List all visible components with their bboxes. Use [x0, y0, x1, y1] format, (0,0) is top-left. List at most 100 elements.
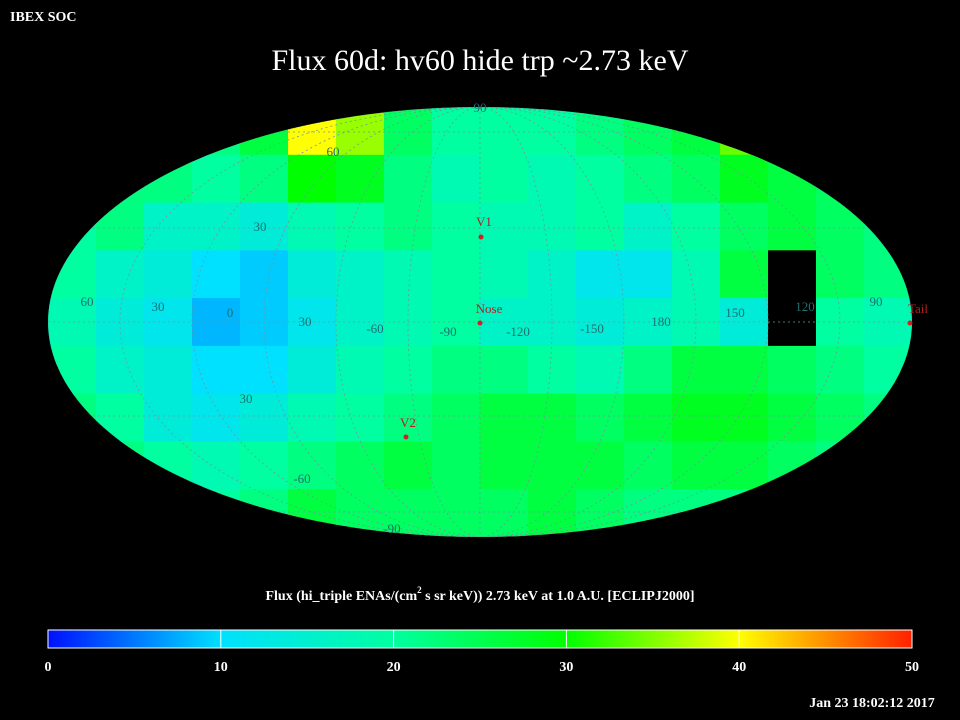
flux-cell [720, 489, 769, 537]
flux-cell [480, 107, 529, 156]
flux-cell [336, 202, 385, 251]
flux-cell [864, 441, 912, 490]
flux-cell [144, 107, 193, 156]
flux-cell [48, 154, 97, 204]
colorbar-tick-label: 0 [45, 660, 52, 675]
flux-cell [288, 345, 337, 395]
flux-cell [192, 489, 241, 537]
flux-cell [336, 441, 385, 490]
flux-cell [816, 107, 865, 156]
flux-cell [864, 250, 912, 299]
meridian [407, 107, 553, 537]
flux-cell [336, 489, 385, 537]
flux-cell [528, 250, 577, 299]
grid-label: 0 [227, 305, 234, 320]
flux-cell [528, 202, 577, 251]
flux-cell [528, 489, 577, 537]
flux-cell [432, 489, 481, 537]
colorbar [47, 629, 913, 649]
flux-cell [768, 107, 817, 156]
flux-cell [432, 202, 481, 251]
map-labels: 90 60 30 60 30 0 30 -60 -90 -120 -150 180 150 120 90 30… [81, 100, 929, 536]
grid-label: 30 [254, 219, 267, 234]
colorbar-title: Flux (hi_triple ENAs/(cm2 s sr keV)) 2.7… [265, 585, 694, 604]
flux-cell [96, 441, 145, 490]
flux-cell [768, 154, 817, 204]
flux-cell [288, 202, 337, 251]
colorbar-tick-label: 30 [559, 660, 573, 675]
marker-label: Tail [908, 301, 928, 316]
flux-cell [192, 202, 241, 251]
flux-cell [528, 154, 577, 204]
flux-cell [624, 489, 673, 537]
grid-label: -60 [366, 321, 383, 336]
flux-cell [192, 441, 241, 490]
flux-cell [144, 202, 193, 251]
flux-cell [480, 441, 529, 490]
flux-cell [816, 154, 865, 204]
flux-cell [480, 154, 529, 204]
flux-cell [240, 250, 289, 299]
flux-cell [624, 154, 673, 204]
flux-cell [192, 154, 241, 204]
flux-cell [240, 441, 289, 490]
flux-cell [768, 441, 817, 490]
flux-cell [240, 345, 289, 395]
flux-cell [144, 441, 193, 490]
flux-cell [432, 345, 481, 395]
flux-cell [240, 202, 289, 251]
flux-cell [240, 489, 289, 537]
flux-cell [432, 107, 481, 156]
flux-cell [816, 202, 865, 251]
grid-label: 60 [81, 294, 94, 309]
colorbar-ticks: 0 10 20 30 40 50 [45, 630, 919, 675]
grid-label: 150 [725, 305, 745, 320]
flux-cell [480, 202, 529, 251]
flux-cell [384, 107, 433, 156]
flux-cell [816, 345, 865, 395]
flux-cell [432, 441, 481, 490]
timestamp: Jan 23 18:02:12 2017 [809, 696, 935, 711]
flux-cell [816, 489, 865, 537]
flux-cell [720, 393, 769, 442]
flux-cell [672, 202, 721, 251]
flux-cell [720, 202, 769, 251]
flux-cell [864, 154, 912, 204]
flux-cell [192, 298, 241, 347]
flux-cell [624, 441, 673, 490]
flux-cell [384, 154, 433, 204]
flux-cell [720, 441, 769, 490]
flux-cell [240, 393, 289, 442]
flux-cell [48, 202, 97, 251]
flux-cell [768, 202, 817, 251]
flux-cell [864, 489, 912, 537]
flux-cell [432, 154, 481, 204]
flux-cell [624, 393, 673, 442]
flux-cell [720, 107, 769, 156]
flux-cell [624, 202, 673, 251]
marker-dot [907, 320, 913, 326]
flux-cell [816, 441, 865, 490]
flux-cell [624, 250, 673, 299]
grid-label: -90 [439, 324, 456, 339]
colorbar-title-part: s sr keV)) 2.73 keV at 1.0 A.U. [ECLIPJ2… [422, 589, 695, 604]
flux-cell [576, 107, 625, 156]
flux-cell [48, 393, 97, 442]
flux-cell [48, 441, 97, 490]
flux-cell [192, 107, 241, 156]
grid-label: 30 [299, 314, 312, 329]
marker-dot [478, 234, 484, 240]
flux-cell [864, 107, 912, 156]
flux-cell [672, 441, 721, 490]
grid-label: 60 [327, 144, 340, 159]
flux-cell [432, 298, 481, 347]
flux-cell [768, 489, 817, 537]
flux-cell [288, 154, 337, 204]
flux-cell [624, 345, 673, 395]
flux-cell [768, 393, 817, 442]
flux-cell [384, 441, 433, 490]
colorbar-tick-label: 40 [732, 660, 746, 675]
title: Flux 60d: hv60 hide trp ~2.73 keV [271, 44, 688, 77]
grid-label: 180 [651, 314, 671, 329]
